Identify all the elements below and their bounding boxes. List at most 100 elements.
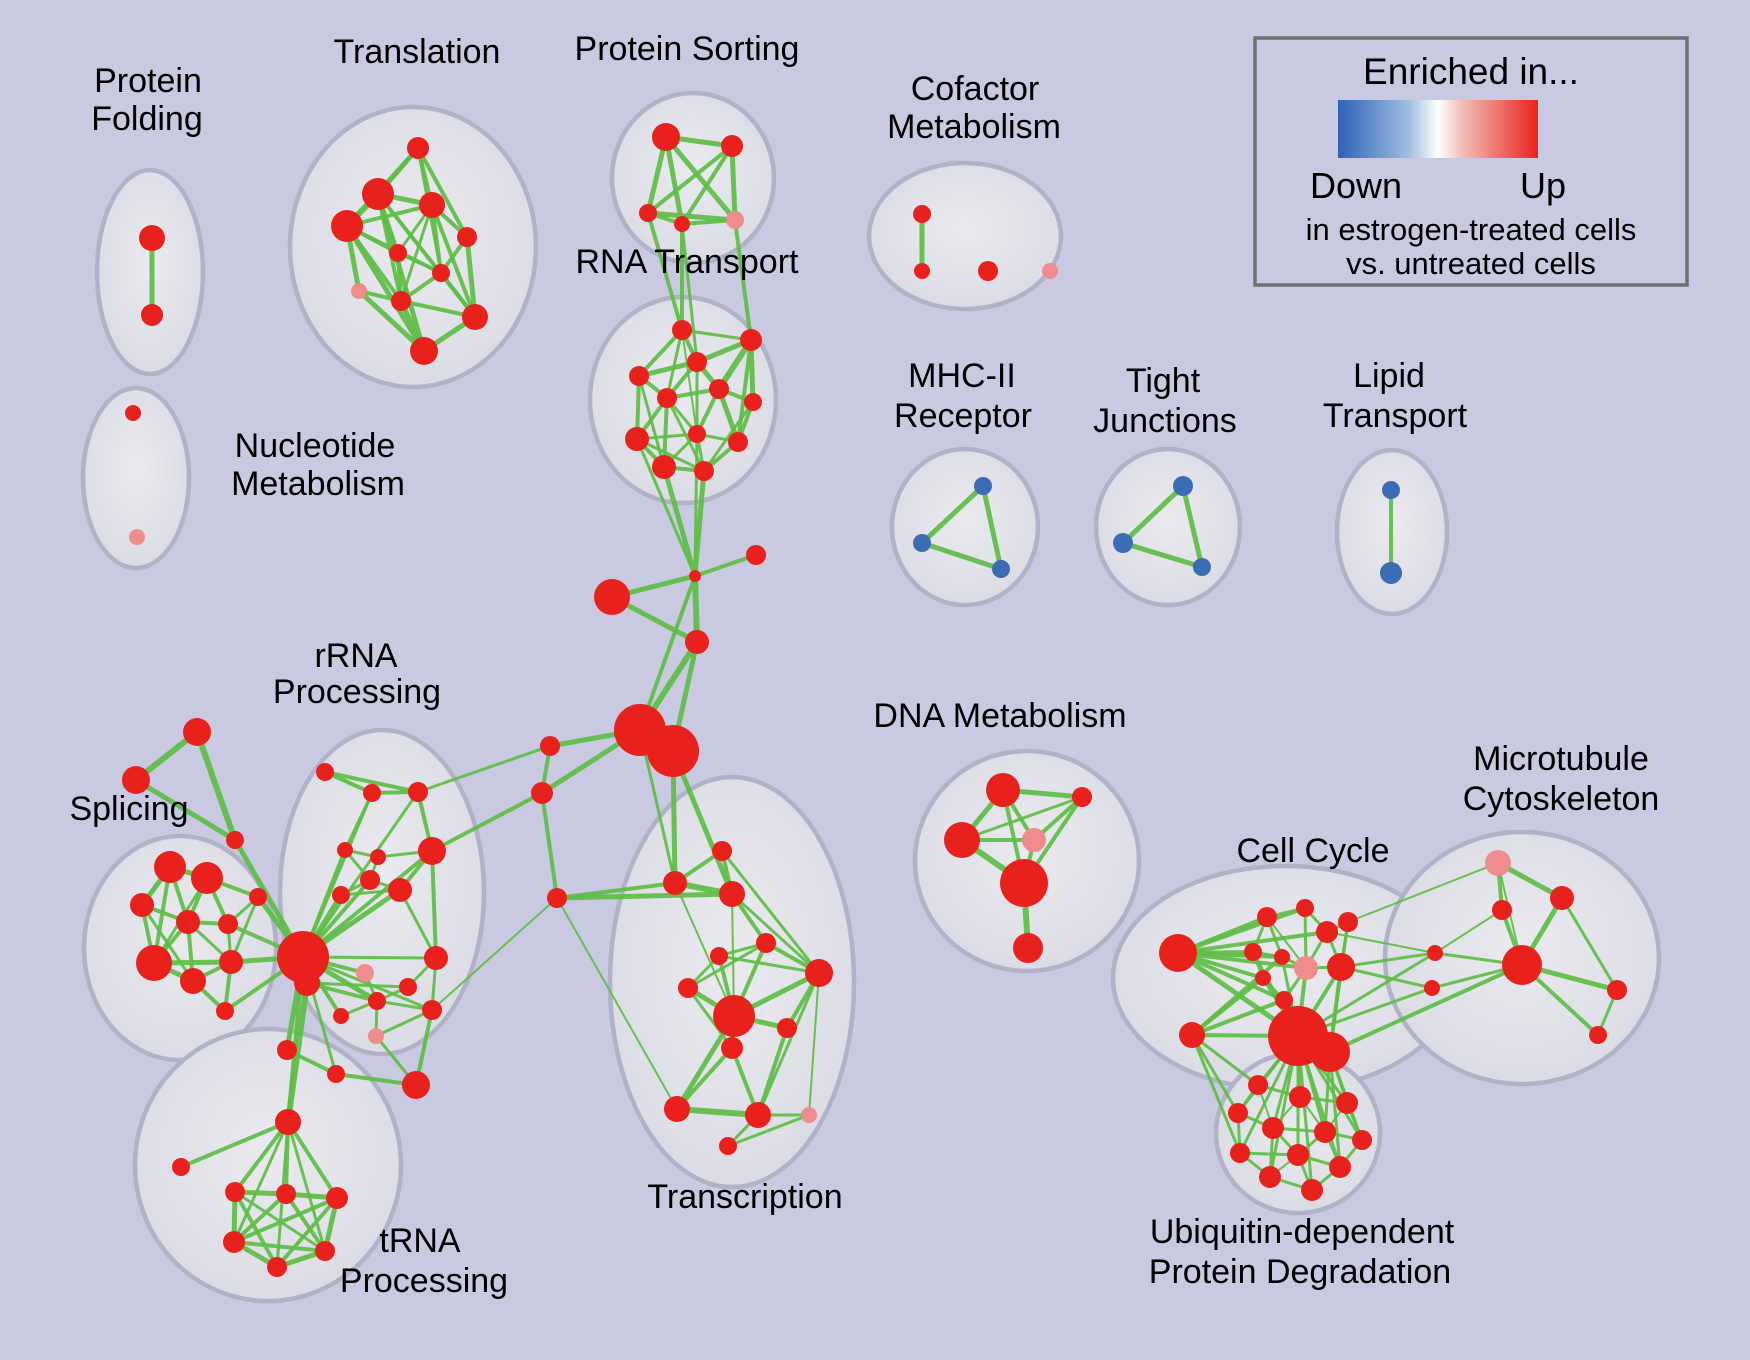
node bbox=[689, 570, 701, 582]
node bbox=[326, 1187, 348, 1209]
cluster-label-lipid: Transport bbox=[1323, 397, 1468, 435]
node bbox=[122, 766, 150, 794]
node bbox=[1228, 1103, 1248, 1123]
node bbox=[719, 1137, 737, 1155]
edge bbox=[540, 791, 559, 900]
node bbox=[191, 862, 223, 894]
cluster-label-tight: Junctions bbox=[1093, 402, 1237, 440]
node bbox=[1310, 1032, 1350, 1072]
node bbox=[710, 947, 728, 965]
edge bbox=[638, 574, 697, 732]
edge bbox=[919, 540, 1004, 572]
edge bbox=[646, 144, 734, 215]
edge bbox=[635, 437, 706, 473]
node bbox=[1287, 1144, 1309, 1166]
edge bbox=[374, 1008, 434, 1038]
node bbox=[180, 968, 206, 994]
edge bbox=[431, 897, 558, 1011]
cluster-label-mhc: MHC-II bbox=[908, 357, 1016, 395]
node bbox=[1607, 980, 1627, 1000]
edge bbox=[1180, 483, 1205, 570]
cluster-label-protein_sorting: Protein Sorting bbox=[575, 30, 800, 68]
edge bbox=[556, 897, 678, 1110]
node bbox=[657, 388, 677, 408]
edge bbox=[1190, 1033, 1240, 1115]
node bbox=[337, 842, 353, 858]
node bbox=[531, 782, 553, 804]
node bbox=[1336, 1092, 1358, 1114]
edge bbox=[1326, 931, 1436, 954]
legend: Enriched in... Down Up in estrogen-treat… bbox=[1253, 36, 1689, 287]
edge bbox=[1560, 896, 1619, 992]
node bbox=[277, 1040, 297, 1060]
edge bbox=[133, 777, 238, 843]
cluster-label-cellcycle: Cell Cycle bbox=[1236, 832, 1389, 870]
node bbox=[218, 914, 238, 934]
edge bbox=[275, 1196, 339, 1269]
edge bbox=[717, 954, 821, 975]
node bbox=[647, 725, 699, 777]
node bbox=[226, 831, 244, 849]
node bbox=[432, 264, 450, 282]
edge bbox=[398, 888, 438, 960]
cluster-label-transcription: Transcription bbox=[647, 1178, 842, 1216]
node bbox=[125, 405, 141, 421]
edge bbox=[1176, 930, 1329, 955]
edge bbox=[464, 234, 478, 320]
node bbox=[721, 1037, 743, 1059]
node bbox=[721, 135, 743, 157]
node bbox=[678, 978, 698, 998]
node bbox=[687, 352, 707, 372]
edge bbox=[1434, 909, 1503, 954]
node bbox=[225, 1182, 245, 1202]
legend-down-label: Down bbox=[1310, 165, 1402, 206]
edge bbox=[344, 223, 427, 354]
node bbox=[805, 959, 833, 987]
edge bbox=[399, 203, 434, 303]
edge bbox=[232, 1192, 288, 1244]
edge bbox=[674, 882, 735, 1017]
edge bbox=[756, 971, 821, 1117]
edge bbox=[674, 1106, 761, 1118]
legend-up-label: Up bbox=[1520, 165, 1566, 206]
node bbox=[1257, 907, 1277, 927]
legend-box bbox=[1253, 36, 1689, 287]
node bbox=[219, 950, 243, 974]
node bbox=[1338, 912, 1358, 932]
node bbox=[652, 123, 680, 151]
node bbox=[913, 205, 931, 223]
edge bbox=[179, 1120, 290, 1169]
edge bbox=[1347, 862, 1499, 923]
edge bbox=[232, 1196, 339, 1244]
node bbox=[978, 261, 998, 281]
node bbox=[368, 992, 386, 1010]
cluster-label-rna_transport: RNA Transport bbox=[576, 243, 800, 281]
node bbox=[1255, 970, 1271, 986]
cluster-label-tight: Tight bbox=[1126, 362, 1201, 400]
node bbox=[1550, 886, 1574, 910]
node bbox=[389, 244, 407, 262]
node bbox=[639, 204, 657, 222]
edge bbox=[645, 210, 738, 223]
node bbox=[332, 886, 350, 904]
edge bbox=[733, 218, 753, 342]
node bbox=[744, 393, 762, 411]
node bbox=[540, 736, 560, 756]
node bbox=[625, 427, 649, 451]
node bbox=[1316, 921, 1338, 943]
node bbox=[728, 432, 748, 452]
edge bbox=[1190, 1033, 1242, 1155]
cluster-label-dna: DNA Metabolism bbox=[873, 697, 1126, 735]
cluster-label-ubiquitin: Ubiquitin-dependent bbox=[1150, 1213, 1455, 1251]
node bbox=[992, 560, 1010, 578]
cluster-label-ubiquitin: Protein Degradation bbox=[1149, 1253, 1451, 1291]
node bbox=[1159, 934, 1197, 972]
node bbox=[176, 910, 200, 934]
cluster-ellipse-nucleotide bbox=[80, 385, 192, 571]
node bbox=[914, 263, 930, 279]
node bbox=[333, 1008, 349, 1024]
node bbox=[1314, 1121, 1336, 1143]
node bbox=[136, 945, 172, 981]
node bbox=[1230, 1143, 1250, 1163]
